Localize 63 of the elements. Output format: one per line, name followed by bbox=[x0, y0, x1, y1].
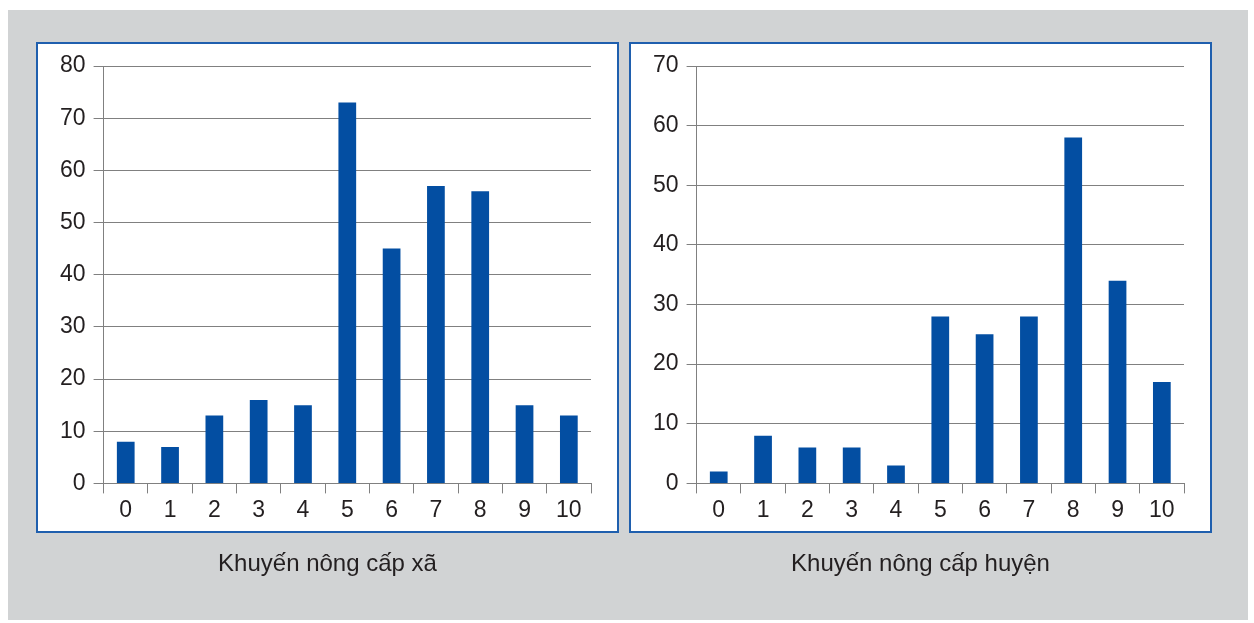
bar bbox=[1108, 280, 1127, 483]
x-tick-label: 1 bbox=[756, 495, 770, 522]
bar bbox=[161, 446, 179, 483]
x-tick-label: 4 bbox=[889, 495, 903, 522]
bar bbox=[382, 248, 401, 483]
x-tick-label: 5 bbox=[933, 495, 947, 522]
y-tick-label: 80 bbox=[59, 51, 86, 78]
y-tick-label: 10 bbox=[652, 409, 679, 436]
y-tick-label: 10 bbox=[59, 416, 86, 443]
x-tick-label: 7 bbox=[1022, 495, 1036, 522]
x-axis-title: Khuyến nông cấp huyện bbox=[790, 549, 1051, 577]
y-tick-label: 0 bbox=[72, 468, 86, 495]
bar bbox=[1152, 382, 1171, 483]
x-tick-label: 1 bbox=[163, 495, 177, 522]
bar bbox=[116, 441, 135, 483]
x-tick-label: 9 bbox=[518, 495, 531, 522]
x-tick-label: 4 bbox=[296, 495, 310, 522]
bar bbox=[205, 415, 224, 483]
x-tick-label: 8 bbox=[473, 495, 487, 522]
y-tick-label: 50 bbox=[652, 170, 679, 197]
y-tick-label: 30 bbox=[652, 289, 679, 316]
bar bbox=[559, 415, 578, 483]
x-tick-label: 2 bbox=[800, 495, 814, 522]
x-tick-label: 10 bbox=[556, 495, 582, 522]
y-tick-label: 50 bbox=[59, 207, 86, 234]
x-tick-label: 5 bbox=[340, 495, 354, 522]
x-tick-label: 9 bbox=[1111, 495, 1124, 522]
bar bbox=[471, 191, 490, 483]
bar bbox=[975, 334, 994, 483]
bar bbox=[1064, 137, 1083, 483]
bar bbox=[1020, 316, 1038, 483]
x-axis-title: Khuyến nông cấp xã bbox=[217, 549, 438, 577]
y-tick-label: 40 bbox=[59, 260, 86, 287]
x-tick-label: 0 bbox=[712, 495, 726, 522]
bar bbox=[249, 399, 268, 483]
bar bbox=[294, 405, 312, 483]
bar bbox=[798, 447, 817, 483]
bar bbox=[887, 465, 905, 483]
bar bbox=[427, 186, 445, 483]
y-tick-label: 70 bbox=[652, 51, 679, 78]
y-tick-label: 20 bbox=[652, 349, 679, 376]
x-tick-label: 2 bbox=[207, 495, 221, 522]
y-tick-label: 60 bbox=[652, 110, 679, 137]
bar bbox=[338, 102, 357, 483]
y-tick-label: 40 bbox=[652, 230, 679, 257]
x-tick-label: 8 bbox=[1066, 495, 1080, 522]
bar bbox=[709, 471, 728, 483]
bar bbox=[754, 435, 772, 483]
y-tick-label: 30 bbox=[59, 312, 86, 339]
x-tick-label: 3 bbox=[252, 495, 266, 522]
x-tick-label: 0 bbox=[119, 495, 133, 522]
x-tick-label: 6 bbox=[385, 495, 398, 522]
x-tick-label: 7 bbox=[429, 495, 443, 522]
x-tick-label: 3 bbox=[845, 495, 859, 522]
bar bbox=[515, 405, 534, 483]
bar bbox=[842, 447, 861, 483]
x-tick-label: 10 bbox=[1149, 495, 1175, 522]
bar bbox=[931, 316, 950, 483]
y-tick-label: 70 bbox=[59, 103, 86, 130]
y-tick-label: 60 bbox=[59, 155, 86, 182]
x-tick-label: 6 bbox=[978, 495, 991, 522]
y-tick-label: 0 bbox=[665, 468, 679, 495]
y-tick-label: 20 bbox=[59, 364, 86, 391]
